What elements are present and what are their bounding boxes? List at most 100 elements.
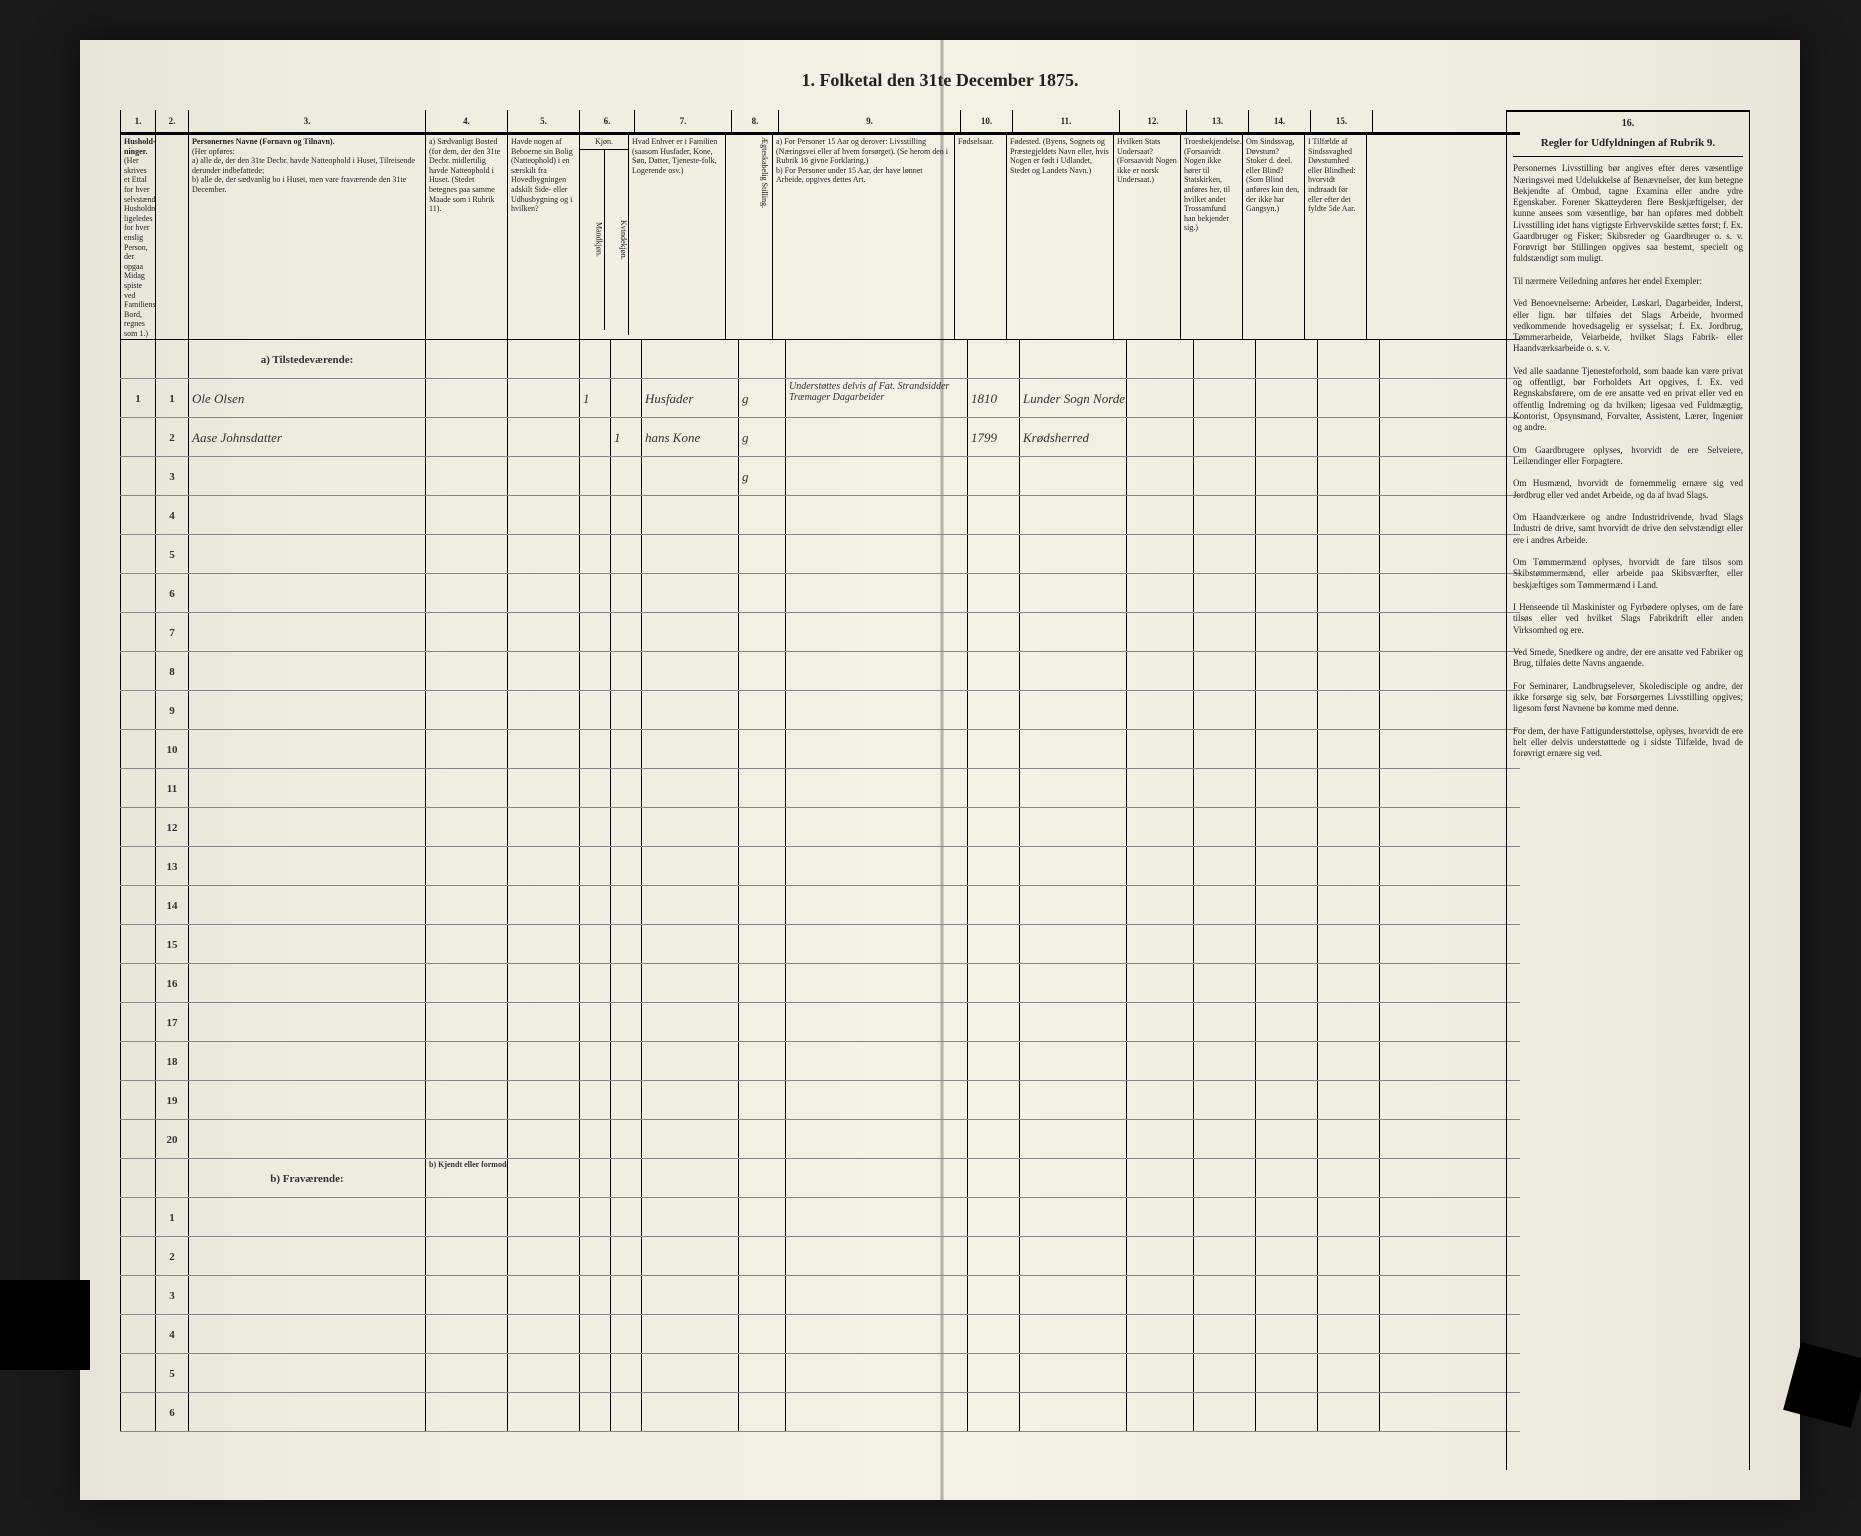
table-cell: 4 — [156, 1315, 189, 1353]
table-cell: 8 — [156, 652, 189, 690]
table-cell — [968, 925, 1020, 963]
header-6-title: Kjøn. — [580, 135, 628, 150]
table-row: 5 — [120, 1354, 1520, 1393]
table-cell — [120, 1198, 156, 1236]
table-cell — [739, 1120, 786, 1158]
table-cell — [120, 1354, 156, 1392]
table-cell — [1256, 964, 1318, 1002]
table-cell — [968, 808, 1020, 846]
colnum-4: 4. — [426, 110, 508, 132]
table-cell — [1256, 613, 1318, 651]
table-cell — [1020, 1393, 1127, 1431]
header-14: Om Sindssvag, Døvstum? Stoker d. deel. e… — [1243, 135, 1305, 339]
table-cell — [1127, 418, 1194, 456]
table-cell — [1256, 691, 1318, 729]
table-cell — [739, 1003, 786, 1041]
table-cell — [508, 379, 580, 417]
table-cell — [508, 457, 580, 495]
table-cell — [968, 964, 1020, 1002]
table-cell: 1 — [580, 379, 611, 417]
table-row: 20 — [120, 1120, 1520, 1159]
table-cell — [580, 925, 611, 963]
table-cell — [786, 1315, 968, 1353]
table-cell — [426, 1042, 508, 1080]
table-cell — [739, 730, 786, 768]
table-cell — [968, 496, 1020, 534]
table-row: 14 — [120, 886, 1520, 925]
table-cell — [642, 1237, 739, 1275]
table-cell — [1318, 886, 1380, 924]
table-cell — [426, 1276, 508, 1314]
table-cell — [1194, 808, 1256, 846]
table-cell — [1020, 613, 1127, 651]
table-cell: 5 — [156, 535, 189, 573]
table-cell — [739, 1276, 786, 1314]
census-book-spread: 1. Folketal den 31te December 1875. 1. 2… — [80, 40, 1800, 1500]
table-cell: 2 — [156, 418, 189, 456]
header-9: a) For Personer 15 Aar og derover: Livss… — [773, 135, 955, 339]
table-cell — [1194, 496, 1256, 534]
table-cell — [642, 535, 739, 573]
table-cell — [120, 652, 156, 690]
table-cell — [1256, 1081, 1318, 1119]
table-cell: 18 — [156, 1042, 189, 1080]
table-cell — [120, 613, 156, 651]
table-cell — [968, 1120, 1020, 1158]
table-cell — [968, 652, 1020, 690]
table-cell: Ole Olsen — [189, 379, 426, 417]
header-2 — [156, 135, 189, 339]
table-cell — [611, 1198, 642, 1236]
table-cell — [189, 1198, 426, 1236]
table-cell — [1020, 535, 1127, 573]
table-cell — [1318, 847, 1380, 885]
colnum-1: 1. — [120, 110, 156, 132]
table-cell — [642, 457, 739, 495]
table-cell — [426, 808, 508, 846]
table-cell — [642, 808, 739, 846]
table-cell — [611, 574, 642, 612]
table-cell — [508, 574, 580, 612]
table-cell — [1318, 535, 1380, 573]
header-1-sub: (Her skrives et Ettal for hver selvstænd… — [124, 156, 156, 338]
table-cell — [1256, 769, 1318, 807]
table-cell — [1020, 964, 1127, 1002]
table-cell — [968, 769, 1020, 807]
table-cell — [1127, 1393, 1194, 1431]
table-cell — [739, 1042, 786, 1080]
table-cell: 1 — [156, 379, 189, 417]
table-cell — [189, 457, 426, 495]
table-cell — [1127, 1198, 1194, 1236]
column-header-row: Hushold-ninger. (Her skrives et Ettal fo… — [120, 133, 1520, 340]
table-cell — [1194, 418, 1256, 456]
table-cell — [1256, 496, 1318, 534]
colnum-5: 5. — [508, 110, 580, 132]
table-cell — [1127, 1237, 1194, 1275]
table-cell — [1127, 1042, 1194, 1080]
table-cell — [611, 1276, 642, 1314]
table-cell — [642, 730, 739, 768]
table-cell — [508, 1003, 580, 1041]
table-cell — [426, 1315, 508, 1353]
table-row: 7 — [120, 613, 1520, 652]
table-cell — [1194, 691, 1256, 729]
table-cell — [1127, 1276, 1194, 1314]
header-4: a) Sædvanligt Bosted (for dem, der den 3… — [426, 135, 508, 339]
table-row: 2Aase Johnsdatter1hans Koneg1799Krødsher… — [120, 418, 1520, 457]
table-cell — [1318, 1315, 1380, 1353]
table-row: 4 — [120, 1315, 1520, 1354]
table-cell — [1127, 886, 1194, 924]
table-cell — [580, 964, 611, 1002]
table-cell — [611, 886, 642, 924]
table-cell — [189, 1042, 426, 1080]
table-cell — [189, 574, 426, 612]
table-cell — [968, 574, 1020, 612]
table-cell — [1318, 1081, 1380, 1119]
table-cell — [786, 1120, 968, 1158]
table-cell — [786, 1042, 968, 1080]
table-cell — [120, 769, 156, 807]
table-cell — [611, 808, 642, 846]
census-table: 1. 2. 3. 4. 5. 6. 7. 8. 9. 10. 11. 12. 1… — [120, 110, 1520, 1460]
table-cell — [1127, 1120, 1194, 1158]
table-cell — [1194, 379, 1256, 417]
table-cell — [1194, 535, 1256, 573]
